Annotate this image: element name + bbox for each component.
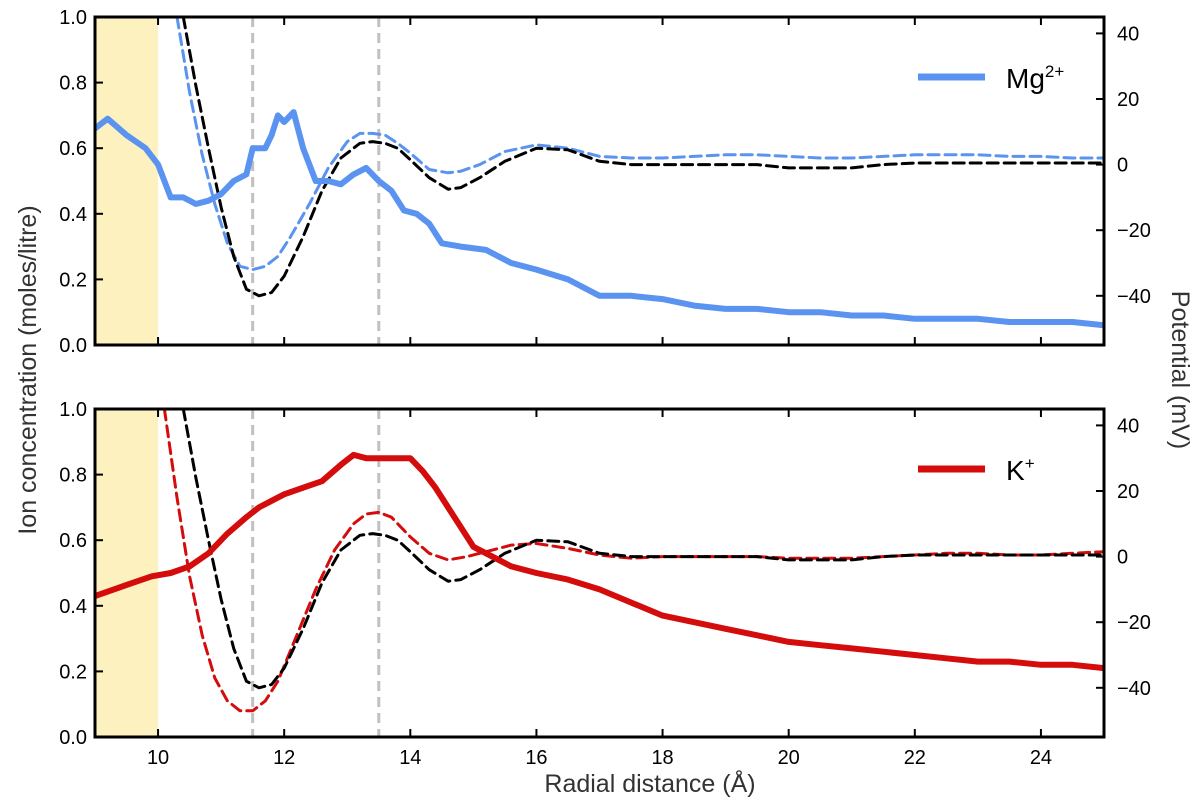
legend-label-superscript: 2+ [1045, 62, 1064, 81]
y-tick-label-left: 0.4 [59, 204, 87, 226]
series-line [181, 409, 1104, 690]
x-tick-label: 24 [1030, 747, 1052, 769]
y-tick-label-left: 0.4 [59, 596, 87, 618]
legend: K+ [918, 454, 1035, 486]
y-tick-label-left: 1.0 [59, 7, 87, 29]
y-axis-title-right: Potential (mV) [1166, 291, 1194, 449]
bottom-panel: 10 12 14 16 18 20 22 24 0.0 0.2 0.4 0.6 0.8 1.0 −40 −20… [59, 399, 1151, 769]
y-tick-label-left: 1.0 [59, 399, 87, 421]
x-tick-label: 20 [778, 747, 800, 769]
y-tick-label-right: 20 [1117, 89, 1139, 111]
legend: Mg2+ [918, 62, 1064, 94]
y-axis-title-left: Ion concentration (moles/litre) [14, 205, 42, 534]
y-tick-label-right: −20 [1117, 612, 1151, 634]
legend-label-superscript: + [1025, 454, 1035, 473]
x-tick-label: 14 [399, 747, 421, 769]
shaded-region [95, 409, 159, 737]
y-tick-label-left: 0.8 [59, 73, 87, 95]
x-axis-title: Radial distance (Å) [544, 768, 755, 798]
plot-area [95, 409, 1104, 737]
y-tick-label-left: 0.8 [59, 465, 87, 487]
legend-label-base: Mg [1006, 63, 1045, 94]
plot-frame [93, 15, 1106, 347]
x-tick-label: 10 [147, 747, 169, 769]
y-tick-label-right: 40 [1117, 415, 1139, 437]
x-tick-label: 18 [651, 747, 673, 769]
y-tick-label-right: 0 [1117, 547, 1128, 569]
x-tick-label: 12 [273, 747, 295, 769]
plot-area [95, 17, 1104, 345]
y-tick-label-right: −40 [1117, 286, 1151, 308]
y-tick-label-left: 0.0 [59, 727, 87, 749]
legend-label: K+ [1006, 454, 1035, 486]
y-tick-label-left: 0.2 [59, 661, 87, 683]
series-line [162, 409, 1104, 713]
y-tick-label-right: 20 [1117, 481, 1139, 503]
series-line [95, 109, 1104, 329]
y-tick-label-right: −40 [1117, 678, 1151, 700]
y-tick-label-right: −20 [1117, 220, 1151, 242]
y-tick-label-left: 0.6 [59, 138, 87, 160]
y-tick-label-right: 40 [1117, 23, 1139, 45]
x-tick-label: 16 [525, 747, 547, 769]
legend-label-base: K [1006, 455, 1025, 486]
shaded-region [95, 17, 159, 345]
legend-label: Mg2+ [1006, 62, 1064, 94]
y-tick-label-left: 0.6 [59, 530, 87, 552]
series-line [175, 17, 1104, 272]
y-tick-label-left: 0.2 [59, 269, 87, 291]
plot-frame [93, 407, 1106, 739]
series-line [95, 451, 1104, 672]
y-tick-label-left: 0.0 [59, 335, 87, 357]
series-line [181, 17, 1104, 298]
x-tick-label: 22 [904, 747, 926, 769]
top-panel: 0.0 0.2 0.4 0.6 0.8 1.0 −40 −20 0 20 40 Mg2+ [59, 7, 1151, 357]
y-tick-label-right: 0 [1117, 155, 1128, 177]
